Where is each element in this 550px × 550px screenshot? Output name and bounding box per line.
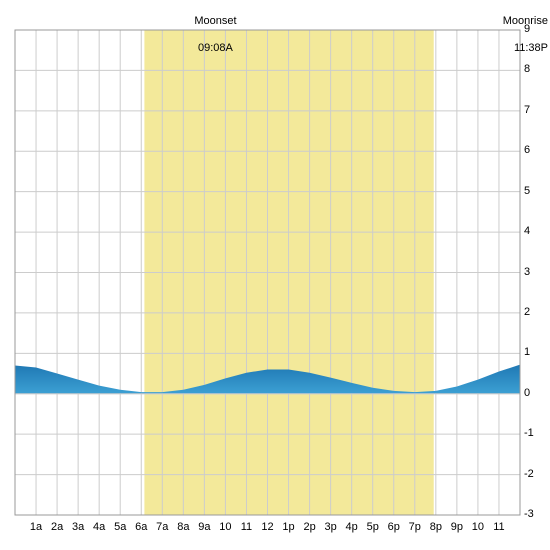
- y-tick-label: 2: [524, 306, 530, 318]
- x-tick-label: 3p: [325, 521, 337, 533]
- x-tick-label: 5a: [114, 521, 126, 533]
- moonrise-time: 11:38P: [514, 42, 548, 54]
- x-tick-label: 8a: [177, 521, 189, 533]
- x-tick-label: 8p: [430, 521, 442, 533]
- y-tick-label: 3: [524, 266, 530, 278]
- x-tick-label: 6a: [135, 521, 147, 533]
- x-tick-label: 1a: [30, 521, 42, 533]
- moonset-label: Moonset 09:08A: [182, 2, 236, 68]
- x-tick-label: 7a: [156, 521, 168, 533]
- x-tick-label: 9p: [451, 521, 463, 533]
- y-tick-label: 4: [524, 225, 530, 237]
- y-tick-label: -3: [524, 508, 534, 520]
- x-tick-label: 3a: [72, 521, 84, 533]
- x-tick-label: 4a: [93, 521, 105, 533]
- y-tick-label: 5: [524, 185, 530, 197]
- y-tick-label: 0: [524, 387, 530, 399]
- y-tick-label: 8: [524, 63, 530, 75]
- y-tick-label: 6: [524, 144, 530, 156]
- x-tick-label: 11: [241, 521, 252, 533]
- y-tick-label: -2: [524, 468, 534, 480]
- moonset-title: Moonset: [194, 15, 236, 27]
- y-tick-label: 7: [524, 104, 530, 116]
- x-tick-label: 12: [261, 521, 273, 533]
- x-tick-label: 11: [493, 521, 504, 533]
- moonrise-label: Moonrise 11:38P: [491, 2, 548, 68]
- x-tick-label: 4p: [346, 521, 358, 533]
- x-tick-label: 7p: [409, 521, 421, 533]
- x-tick-label: 2p: [303, 521, 315, 533]
- x-tick-label: 10: [219, 521, 231, 533]
- x-tick-label: 9a: [198, 521, 210, 533]
- moonset-time: 09:08A: [198, 42, 233, 54]
- x-tick-label: 10: [472, 521, 484, 533]
- x-tick-label: 5p: [367, 521, 379, 533]
- y-tick-label: 1: [524, 346, 530, 358]
- tide-chart: Moonset 09:08A Moonrise 11:38P -3-2-1012…: [0, 0, 550, 550]
- chart-canvas: [0, 0, 550, 550]
- y-tick-label: -1: [524, 427, 534, 439]
- x-tick-label: 2a: [51, 521, 63, 533]
- x-tick-label: 1p: [282, 521, 294, 533]
- y-tick-label: 9: [524, 23, 530, 35]
- x-tick-label: 6p: [388, 521, 400, 533]
